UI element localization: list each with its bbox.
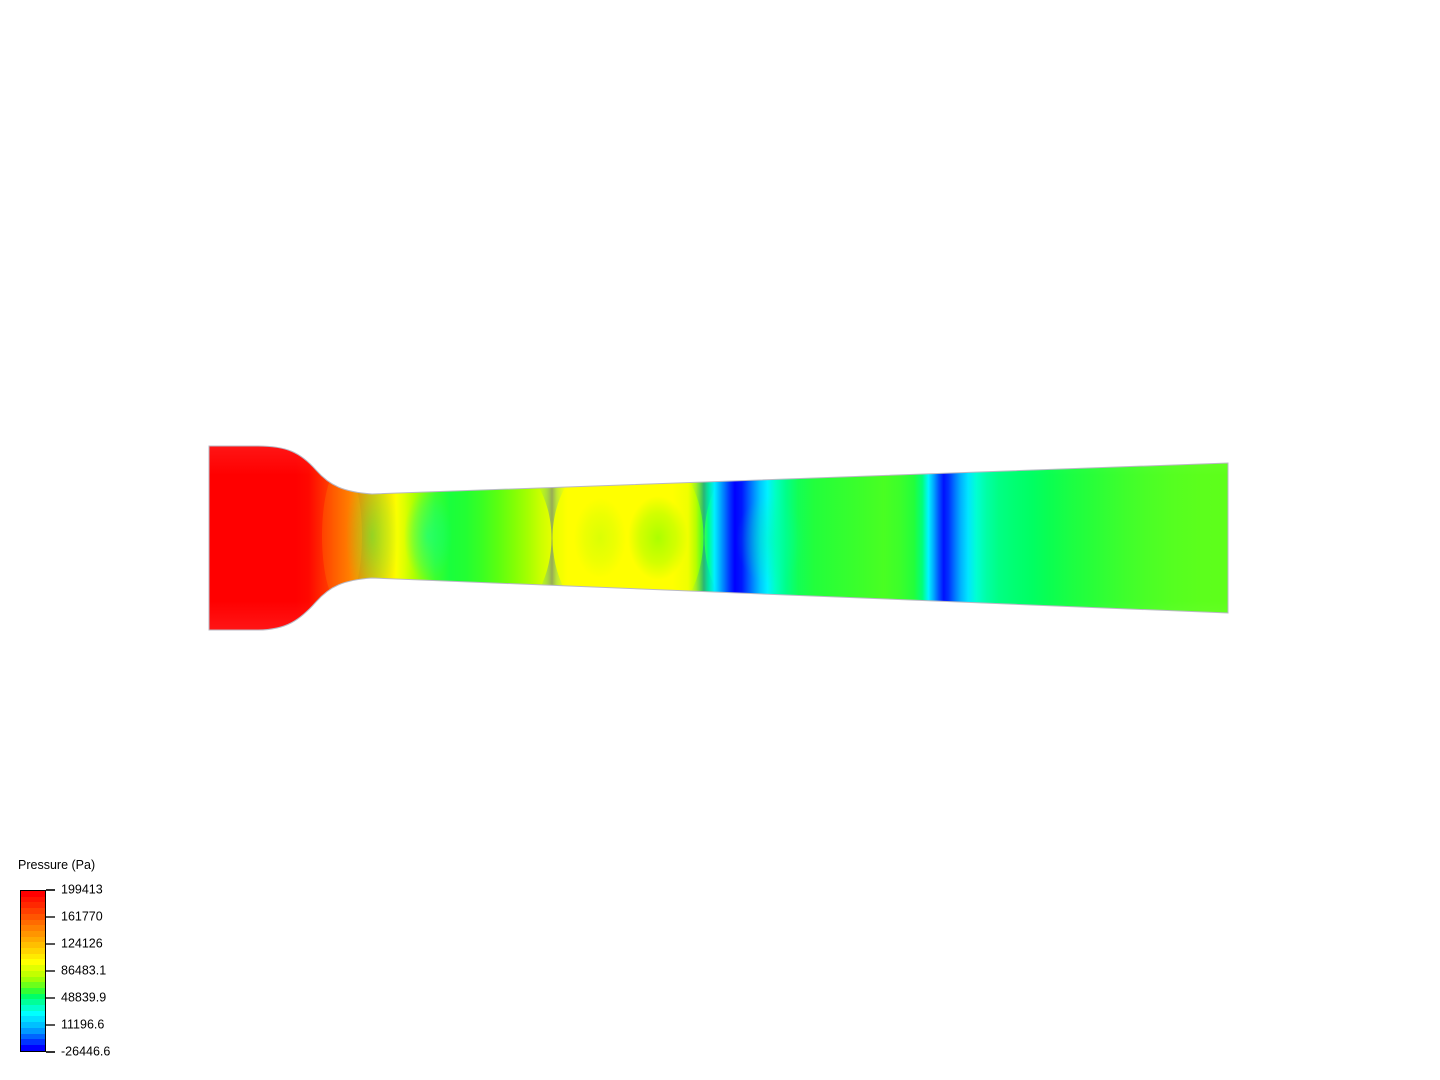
legend-band	[21, 948, 45, 954]
legend-band	[21, 1005, 45, 1011]
legend-tick-mark	[46, 996, 55, 999]
legend-band	[21, 993, 45, 1000]
legend-band	[21, 942, 45, 949]
legend-band	[21, 1044, 45, 1051]
legend-band	[21, 1016, 45, 1023]
legend-band	[21, 902, 45, 909]
legend-band	[21, 925, 45, 931]
legend-band	[21, 976, 45, 983]
legend-band	[21, 908, 45, 914]
legend-tick-label: -26446.6	[61, 1044, 111, 1059]
legend-tick-label: 199413	[61, 882, 103, 897]
legend-tick-mark	[46, 1023, 55, 1026]
legend-tick-mark	[46, 915, 55, 918]
legend-title: Pressure (Pa)	[18, 858, 96, 872]
legend-band	[21, 953, 45, 960]
legend-tick-mark	[46, 1051, 55, 1053]
legend-band	[21, 1022, 45, 1028]
legend-tick-list: 199413 161770 124126 86483.1 48839.9 11196.6 -…	[46, 883, 206, 1058]
legend-band	[21, 999, 45, 1006]
legend-band	[21, 913, 45, 920]
legend-tick-mark	[46, 942, 55, 945]
legend-band	[21, 982, 45, 988]
legend-tick-mark	[46, 970, 55, 972]
legend-color-bar[interactable]	[20, 890, 46, 1052]
legend-band	[21, 959, 45, 966]
legend-band	[21, 936, 45, 943]
legend-band	[21, 891, 45, 897]
legend-band	[21, 1033, 45, 1040]
legend-band	[21, 1027, 45, 1034]
legend-tick-label: 11196.6	[61, 1017, 105, 1032]
legend-body: 199413 161770 124126 86483.1 48839.9 11196.6 -…	[20, 883, 206, 1058]
legend-band	[21, 896, 45, 903]
legend-band	[21, 987, 45, 994]
nozzle-wall-outline	[208, 445, 1229, 631]
legend-band	[21, 970, 45, 977]
legend-band	[21, 919, 45, 926]
legend-band	[21, 965, 45, 971]
legend-tick-mark	[46, 889, 55, 891]
pressure-legend: Pressure (Pa) 199413 161770 124126 86483.1 4…	[18, 858, 208, 1063]
legend-tick-label: 86483.1	[61, 963, 107, 978]
legend-band	[21, 1039, 45, 1045]
legend-band	[21, 1010, 45, 1017]
legend-tick-label: 124126	[61, 936, 103, 951]
legend-band	[21, 930, 45, 937]
legend-tick-label: 161770	[61, 909, 103, 924]
legend-tick-label: 48839.9	[61, 990, 107, 1005]
